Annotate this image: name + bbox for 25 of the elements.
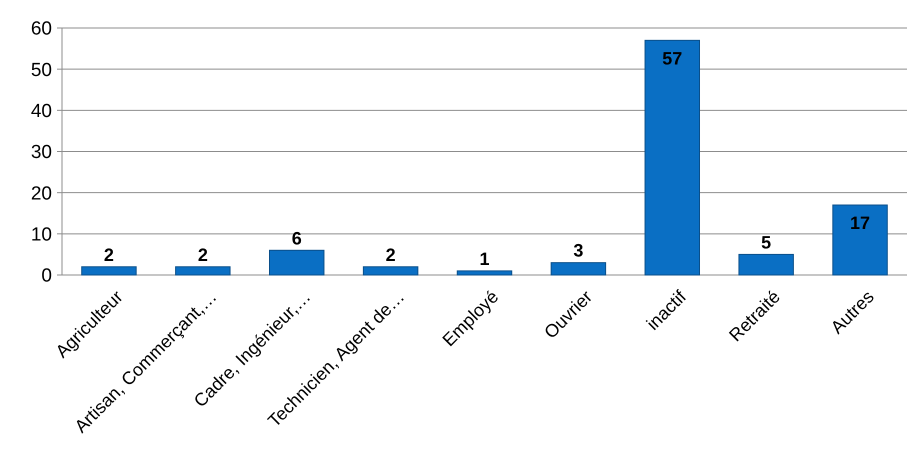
y-tick-label: 20 [30, 183, 52, 204]
data-label: 2 [386, 244, 396, 265]
y-tick-label: 60 [30, 18, 52, 40]
data-label: 57 [662, 48, 682, 68]
bar [832, 204, 888, 276]
bar [738, 254, 794, 276]
data-label: 3 [573, 240, 584, 261]
data-label: 1 [479, 248, 490, 269]
data-label: 5 [761, 232, 772, 252]
bar [550, 262, 606, 276]
y-tick-label: 10 [30, 224, 52, 246]
bar [268, 250, 324, 276]
y-tick-label: 50 [30, 60, 52, 81]
data-label: 17 [850, 213, 870, 234]
data-label: 6 [292, 228, 302, 248]
bar [81, 266, 137, 276]
bar [175, 266, 231, 276]
y-tick-label: 30 [30, 142, 52, 164]
data-label: 2 [198, 244, 208, 265]
data-label: 2 [104, 244, 114, 265]
bar [456, 270, 512, 276]
y-tick-label: 40 [30, 100, 52, 122]
bar [362, 266, 418, 276]
bar [644, 40, 700, 276]
y-tick-label: 0 [41, 266, 52, 287]
